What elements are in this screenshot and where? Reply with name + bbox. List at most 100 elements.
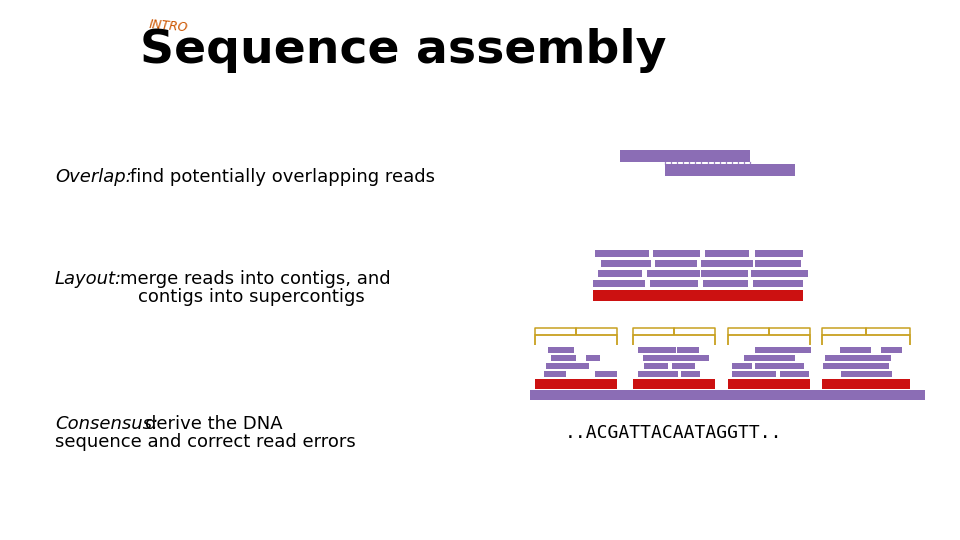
FancyBboxPatch shape	[799, 270, 808, 277]
FancyBboxPatch shape	[633, 379, 715, 389]
FancyBboxPatch shape	[763, 347, 788, 353]
FancyBboxPatch shape	[530, 390, 925, 400]
FancyBboxPatch shape	[701, 260, 753, 267]
FancyBboxPatch shape	[593, 280, 645, 287]
Text: ..ACGATTACAATAGGTT..: ..ACGATTACAATAGGTT..	[565, 424, 782, 442]
FancyBboxPatch shape	[825, 355, 850, 361]
FancyBboxPatch shape	[595, 250, 649, 257]
FancyBboxPatch shape	[751, 270, 799, 277]
FancyBboxPatch shape	[653, 371, 678, 377]
FancyBboxPatch shape	[620, 150, 750, 162]
FancyBboxPatch shape	[651, 347, 676, 353]
FancyBboxPatch shape	[861, 371, 883, 377]
FancyBboxPatch shape	[586, 355, 600, 361]
FancyBboxPatch shape	[843, 363, 867, 369]
FancyBboxPatch shape	[757, 371, 776, 377]
FancyBboxPatch shape	[638, 347, 657, 353]
FancyBboxPatch shape	[840, 347, 861, 353]
Text: INTRO: INTRO	[148, 18, 188, 35]
FancyBboxPatch shape	[732, 363, 752, 369]
FancyBboxPatch shape	[732, 371, 757, 377]
FancyBboxPatch shape	[601, 260, 651, 267]
FancyBboxPatch shape	[657, 371, 675, 377]
FancyBboxPatch shape	[757, 363, 778, 369]
FancyBboxPatch shape	[744, 355, 769, 361]
FancyBboxPatch shape	[783, 363, 804, 369]
Text: Sequence assembly: Sequence assembly	[140, 28, 666, 73]
FancyBboxPatch shape	[769, 347, 789, 353]
FancyBboxPatch shape	[787, 347, 811, 353]
FancyBboxPatch shape	[755, 260, 801, 267]
FancyBboxPatch shape	[575, 363, 589, 369]
FancyBboxPatch shape	[777, 355, 795, 361]
FancyBboxPatch shape	[655, 260, 697, 267]
FancyBboxPatch shape	[650, 280, 698, 287]
FancyBboxPatch shape	[703, 280, 748, 287]
FancyBboxPatch shape	[860, 363, 878, 369]
FancyBboxPatch shape	[643, 355, 667, 361]
FancyBboxPatch shape	[551, 355, 569, 361]
FancyBboxPatch shape	[750, 355, 765, 361]
FancyBboxPatch shape	[655, 347, 673, 353]
FancyBboxPatch shape	[666, 355, 681, 361]
FancyBboxPatch shape	[644, 363, 667, 369]
FancyBboxPatch shape	[852, 347, 871, 353]
FancyBboxPatch shape	[672, 363, 695, 369]
Text: contigs into supercontigs: contigs into supercontigs	[138, 288, 365, 306]
FancyBboxPatch shape	[875, 355, 891, 361]
FancyBboxPatch shape	[638, 371, 653, 377]
FancyBboxPatch shape	[822, 379, 910, 389]
FancyBboxPatch shape	[685, 355, 709, 361]
FancyBboxPatch shape	[728, 379, 810, 389]
FancyBboxPatch shape	[780, 371, 794, 377]
FancyBboxPatch shape	[556, 355, 576, 361]
FancyBboxPatch shape	[557, 363, 571, 369]
FancyBboxPatch shape	[883, 347, 899, 353]
FancyBboxPatch shape	[665, 164, 795, 176]
FancyBboxPatch shape	[701, 270, 748, 277]
FancyBboxPatch shape	[560, 355, 576, 361]
FancyBboxPatch shape	[546, 363, 560, 369]
Text: Consensus:: Consensus:	[55, 415, 158, 433]
FancyBboxPatch shape	[867, 363, 889, 369]
Text: Layout:: Layout:	[55, 270, 122, 288]
FancyBboxPatch shape	[881, 347, 902, 353]
FancyBboxPatch shape	[683, 347, 698, 353]
FancyBboxPatch shape	[595, 371, 617, 377]
FancyBboxPatch shape	[659, 355, 674, 361]
FancyBboxPatch shape	[548, 347, 571, 353]
Text: derive the DNA: derive the DNA	[145, 415, 282, 433]
FancyBboxPatch shape	[755, 250, 803, 257]
FancyBboxPatch shape	[878, 371, 892, 377]
FancyBboxPatch shape	[755, 347, 779, 353]
Text: find potentially overlapping reads: find potentially overlapping reads	[130, 168, 435, 186]
FancyBboxPatch shape	[705, 250, 749, 257]
FancyBboxPatch shape	[652, 363, 668, 369]
FancyBboxPatch shape	[681, 371, 700, 377]
FancyBboxPatch shape	[544, 371, 560, 377]
Text: merge reads into contigs, and: merge reads into contigs, and	[120, 270, 391, 288]
FancyBboxPatch shape	[842, 347, 861, 353]
Text: Overlap:: Overlap:	[55, 168, 132, 186]
FancyBboxPatch shape	[823, 363, 848, 369]
FancyBboxPatch shape	[557, 363, 581, 369]
FancyBboxPatch shape	[787, 371, 809, 377]
FancyBboxPatch shape	[554, 347, 572, 353]
FancyBboxPatch shape	[653, 250, 700, 257]
FancyBboxPatch shape	[647, 270, 700, 277]
FancyBboxPatch shape	[755, 363, 774, 369]
Text: sequence and correct read errors: sequence and correct read errors	[55, 433, 356, 451]
FancyBboxPatch shape	[677, 347, 699, 353]
FancyBboxPatch shape	[773, 347, 791, 353]
FancyBboxPatch shape	[862, 371, 880, 377]
FancyBboxPatch shape	[778, 363, 792, 369]
FancyBboxPatch shape	[535, 379, 617, 389]
FancyBboxPatch shape	[865, 355, 889, 361]
FancyBboxPatch shape	[753, 280, 803, 287]
FancyBboxPatch shape	[679, 355, 704, 361]
FancyBboxPatch shape	[598, 270, 642, 277]
FancyBboxPatch shape	[855, 371, 876, 377]
FancyBboxPatch shape	[784, 371, 800, 377]
FancyBboxPatch shape	[760, 355, 785, 361]
FancyBboxPatch shape	[848, 355, 872, 361]
